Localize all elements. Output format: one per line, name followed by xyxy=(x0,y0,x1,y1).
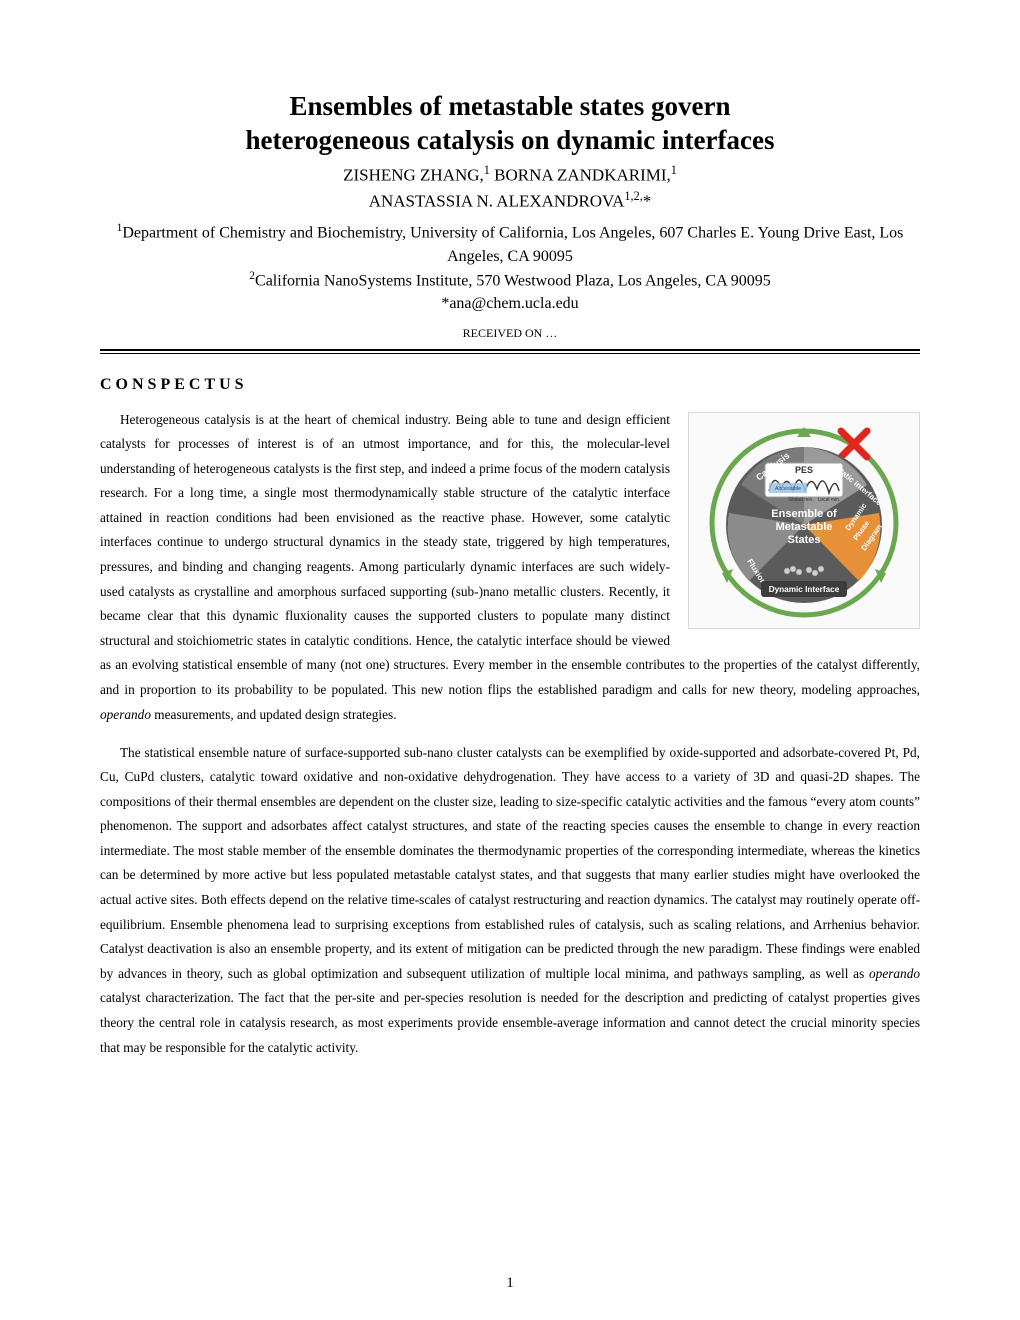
fig-label-ensemble-3: States xyxy=(787,534,820,546)
fig-label-accessible: Accessible xyxy=(775,486,801,492)
corresponding-mark: * xyxy=(643,191,652,210)
header-rule-thin xyxy=(100,353,920,354)
fig-label-pes: PES xyxy=(795,465,813,475)
corresponding-email: *ana@chem.ucla.edu xyxy=(441,295,578,312)
fig-label-ensemble-2: Metastable xyxy=(776,521,833,533)
conspectus-paragraph-2: The statistical ensemble nature of surfa… xyxy=(100,741,920,1061)
fig-label-dynamic-interface: Dynamic Interface xyxy=(769,585,840,594)
p2-text-a: The statistical ensemble nature of surfa… xyxy=(100,745,920,981)
title-line-1: Ensembles of metastable states govern xyxy=(290,91,731,121)
affil-1: Department of Chemistry and Biochemistry… xyxy=(122,224,903,264)
section-heading-conspectus: CONSPECTUS xyxy=(100,376,920,394)
toc-figure-svg: PES Accessible Global min. Local min. En… xyxy=(689,413,919,628)
author-2-affil-sup: 1 xyxy=(671,163,677,177)
author-1: ZISHENG ZHANG, xyxy=(343,165,484,184)
author-2: BORNA ZANDKARIMI, xyxy=(490,165,671,184)
toc-figure: PES Accessible Global min. Local min. En… xyxy=(688,412,920,629)
fig-label-local-min: Local min. xyxy=(818,497,841,503)
p2-text-c: catalyst characterization. The fact that… xyxy=(100,990,920,1054)
affil-2: California NanoSystems Institute, 570 We… xyxy=(255,272,771,289)
page-number: 1 xyxy=(0,1275,1020,1292)
header-rule-thick xyxy=(100,349,920,351)
fig-label-ensemble-1: Ensemble of xyxy=(771,508,837,520)
p1-operando-em: operando xyxy=(100,707,151,722)
author-3-affil-sup: 1,2, xyxy=(624,189,642,203)
received-on: RECEIVED ON … xyxy=(100,326,920,341)
p1-text-c: measurements, and updated design strateg… xyxy=(151,707,397,722)
title-line-2: heterogeneous catalysis on dynamic inter… xyxy=(246,125,775,155)
p2-operando-em: operando xyxy=(869,966,920,981)
author-3: ANASTASSIA N. ALEXANDROVA xyxy=(369,191,625,210)
fig-label-global-min: Global min. xyxy=(788,497,813,503)
